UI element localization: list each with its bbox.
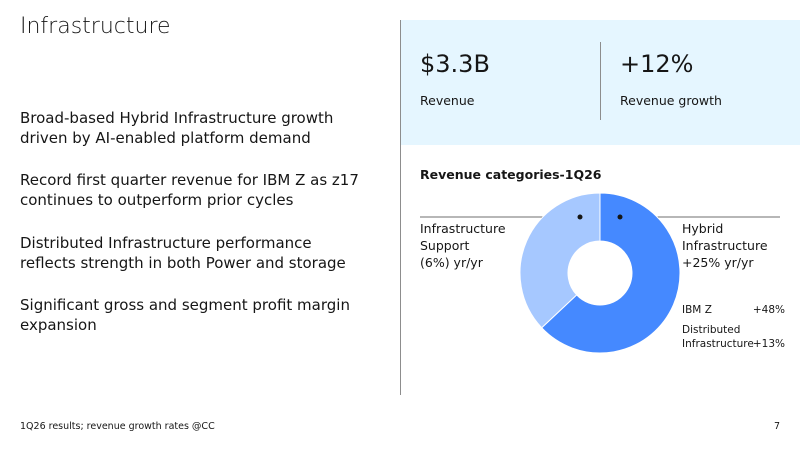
breakdown-growth: +48% xyxy=(752,304,785,316)
kpi-value: $3.3B xyxy=(420,50,490,78)
growth-label: (6%) yr/yr xyxy=(420,255,483,270)
donut-slice xyxy=(540,192,681,354)
kpi-divider xyxy=(600,42,601,120)
bullet: Record first quarter revenue for IBM Z a… xyxy=(20,171,359,209)
leader-dot xyxy=(577,214,583,220)
bullet: Broad-based Hybrid Infrastructure growth… xyxy=(20,109,334,147)
page-number: 7 xyxy=(773,421,780,432)
leader-dot xyxy=(617,214,623,220)
category-label: Infrastructure Support xyxy=(420,221,506,253)
bullet: Significant gross and segment profit mar… xyxy=(20,296,350,334)
footnote: 1Q26 results; revenue growth rates @CC xyxy=(20,421,215,432)
kpi-label: Revenue xyxy=(420,93,475,108)
breakdown-label: IBM Z xyxy=(682,304,712,316)
breakdown-label: Distributed Infrastructure xyxy=(682,324,754,350)
kpi-value: +12% xyxy=(620,50,694,78)
bullet: Distributed Infrastructure performance r… xyxy=(20,234,346,272)
category-label: Hybrid Infrastructure xyxy=(682,221,768,253)
breakdown-growth: +13% xyxy=(752,338,785,350)
growth-label: +25% yr/yr xyxy=(682,255,754,270)
donut-slice xyxy=(519,192,601,329)
kpi-label: Revenue growth xyxy=(620,93,722,108)
slide-title: Infrastructure xyxy=(20,14,171,39)
chart-title: Revenue categories-1Q26 xyxy=(420,167,602,182)
divider xyxy=(400,20,401,395)
